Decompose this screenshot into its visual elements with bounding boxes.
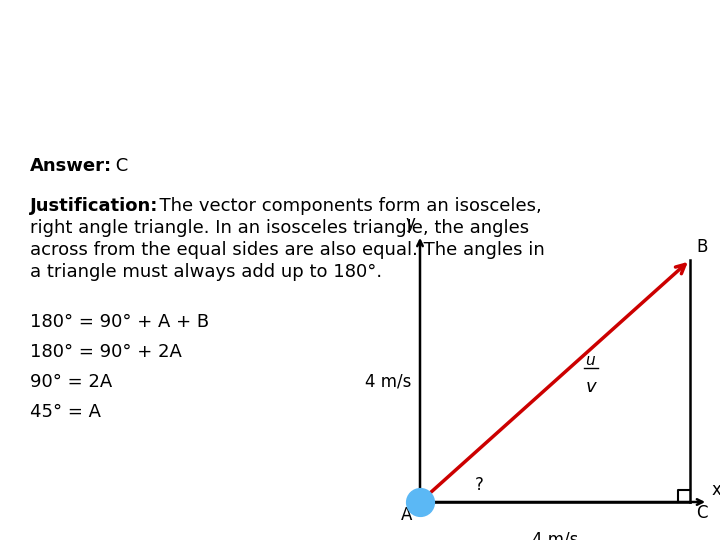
Text: u: u [585, 353, 595, 368]
Text: A: A [400, 506, 412, 524]
Text: 4 m/s: 4 m/s [365, 372, 411, 390]
Text: 45° = A: 45° = A [30, 403, 101, 421]
Text: B: B [696, 238, 707, 256]
Text: 90° = 2A: 90° = 2A [30, 373, 112, 391]
Text: C: C [696, 504, 708, 522]
Text: across from the equal sides are also equal. The angles in: across from the equal sides are also equ… [30, 241, 545, 259]
Text: right angle triangle. In an isosceles triangle, the angles: right angle triangle. In an isosceles tr… [30, 219, 529, 237]
Bar [112, 0, 115, 127]
Text: The vector components form an isosceles,: The vector components form an isosceles, [148, 197, 541, 215]
Text: x: x [712, 481, 720, 499]
Text: $v$: $v$ [585, 378, 598, 396]
Text: a triangle must always add up to 180°.: a triangle must always add up to 180°. [30, 263, 382, 281]
Text: 180° = 90° + A + B: 180° = 90° + A + B [30, 313, 209, 331]
Text: Answer:: Answer: [30, 157, 112, 175]
Text: Justification:: Justification: [30, 197, 158, 215]
Text: 180° = 90° + 2A: 180° = 90° + 2A [30, 343, 182, 361]
Text: y: y [405, 214, 415, 232]
Text: 4 m/s: 4 m/s [532, 530, 578, 540]
Text: C: C [110, 157, 128, 175]
Text: ?: ? [475, 476, 484, 494]
Text: Solution: Solution [125, 50, 281, 83]
